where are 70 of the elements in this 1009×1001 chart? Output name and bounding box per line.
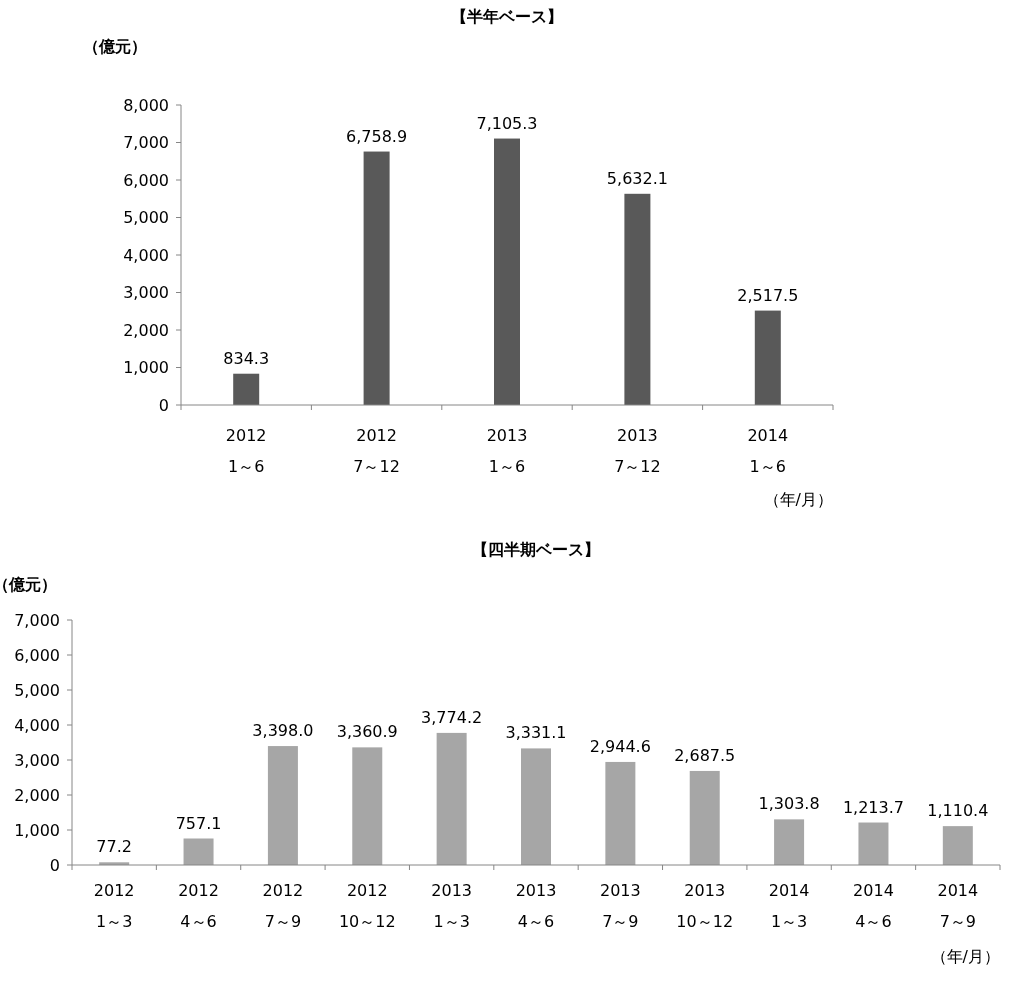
y-tick-label: 5,000 [123,208,169,228]
y-tick-label: 8,000 [123,95,169,115]
bar [267,746,298,865]
data-label: 3,398.0 [252,721,314,741]
x-axis-title: （年/月） [763,490,833,509]
data-label: 1,213.7 [842,797,904,817]
bar [774,819,805,865]
x-tick-label: 2014 7～9 [937,881,979,931]
bar [233,373,260,405]
bar [624,193,651,405]
x-tick-label: 2014 4～6 [853,881,894,931]
data-label: 77.2 [96,837,132,857]
x-tick-label: 2013 10～12 [676,881,734,931]
x-tick-label: 2014 1～6 [747,426,789,476]
y-tick-label: 5,000 [14,680,60,700]
bar [521,748,551,865]
bar [494,138,520,405]
data-label: 2,944.6 [589,736,651,756]
bar [363,151,390,405]
y-tick-label: 6,000 [14,645,60,665]
x-tick-label: 2013 1～6 [486,426,528,476]
data-label: 6,758.9 [346,126,408,146]
bar [605,761,636,865]
y-axis-title: （億元） [0,575,57,594]
bar [436,732,467,865]
bar [183,838,214,865]
y-tick-label: 3,000 [123,283,169,303]
y-tick-label: 1,000 [14,820,60,840]
chart-title: 【半年ベース】 [451,7,563,26]
x-tick-label: 2013 4～6 [515,881,557,931]
bar [858,822,889,865]
data-label: 3,774.2 [421,707,483,727]
data-label: 3,331.1 [505,723,567,743]
x-tick-label: 2012 4～6 [178,881,219,931]
bar [942,826,973,865]
y-tick-label: 1,000 [123,358,169,378]
chart-title: 【四半期ベース】 [472,540,600,559]
y-tick-label: 0 [49,855,60,875]
bar [754,310,781,405]
y-tick-label: 0 [158,395,169,415]
x-tick-label: 2012 1～3 [93,881,135,931]
x-tick-label: 2013 7～12 [614,426,661,476]
data-label: 757.1 [175,813,222,833]
y-tick-label: 2,000 [14,785,60,805]
bar [352,747,383,865]
data-label: 1,303.8 [758,794,820,814]
data-label: 3,360.9 [336,722,398,742]
x-tick-label: 2012 7～9 [262,881,304,931]
data-label: 7,105.3 [476,113,538,133]
data-label: 834.3 [223,348,270,368]
x-axis-title: （年/月） [930,947,1000,966]
y-tick-label: 3,000 [14,750,60,770]
x-tick-label: 2012 7～12 [353,426,400,476]
x-tick-label: 2013 1～3 [431,881,472,931]
y-tick-label: 2,000 [123,320,169,340]
y-tick-label: 6,000 [123,170,169,190]
y-tick-label: 7,000 [14,610,60,630]
data-label: 1,110.4 [927,801,989,821]
x-tick-label: 2014 1～3 [768,881,810,931]
data-label: 5,632.1 [606,168,668,188]
x-tick-label: 2013 7～9 [600,881,641,931]
y-tick-label: 4,000 [14,715,60,735]
bar [689,770,720,865]
y-axis-title: （億元） [83,37,147,56]
x-tick-label: 2012 10～12 [338,881,396,931]
x-tick-label: 2012 1～6 [225,426,267,476]
y-tick-label: 4,000 [123,245,169,265]
y-tick-label: 7,000 [123,133,169,153]
data-label: 2,517.5 [737,285,799,305]
data-label: 2,687.5 [674,745,736,765]
